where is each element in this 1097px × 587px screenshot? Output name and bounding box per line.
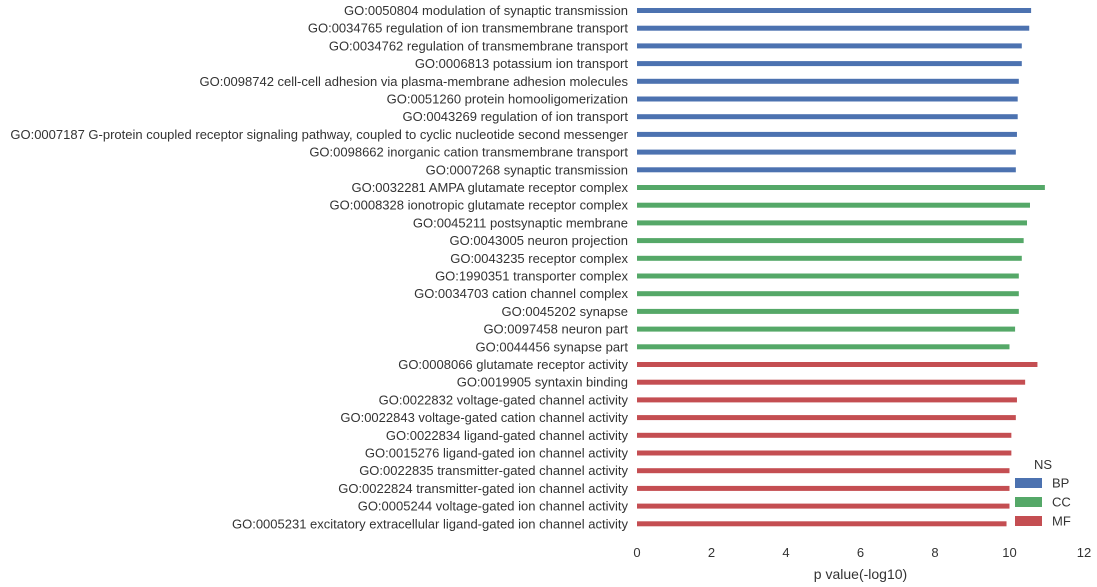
bar-cc [637, 220, 1028, 226]
category-label: GO:0008328 ionotropic glutamate receptor… [330, 198, 629, 213]
x-tick-label: 0 [633, 545, 640, 560]
bar-bp [637, 114, 1018, 120]
category-label: GO:0015276 ligand-gated ion channel acti… [365, 446, 629, 461]
category-label: GO:0034765 regulation of ion transmembra… [308, 21, 629, 36]
bar-bp [637, 96, 1018, 102]
category-label: GO:0043235 receptor complex [450, 251, 628, 266]
bar-cc [637, 255, 1022, 261]
category-label: GO:0044456 synapse part [476, 339, 629, 354]
bar-bp [637, 61, 1022, 67]
category-label: GO:0098742 cell-cell adhesion via plasma… [199, 74, 628, 89]
bar-mf [637, 503, 1010, 509]
x-axis-title: p value(-log10) [814, 566, 907, 582]
category-label: GO:0045202 synapse [502, 304, 628, 319]
bar-mf [637, 521, 1007, 527]
bar-bp [637, 25, 1030, 31]
legend: NS BP CC MF [1015, 457, 1071, 529]
legend-swatch [1015, 516, 1042, 526]
bar-mf [637, 485, 1010, 491]
category-label: GO:0007268 synaptic transmission [426, 162, 628, 177]
bar-bp [637, 8, 1032, 13]
bar-mf [637, 468, 1010, 474]
bars-layer [637, 8, 1045, 527]
category-label: GO:0008066 glutamate receptor activity [398, 357, 628, 372]
bar-bp [637, 131, 1017, 137]
bar-mf [637, 432, 1012, 438]
bar-cc [637, 202, 1030, 208]
x-tick-label: 2 [708, 545, 715, 560]
category-label: GO:0022843 voltage-gated cation channel … [340, 410, 628, 425]
category-label: GO:0022834 ligand-gated channel activity [386, 428, 629, 443]
x-tick-label: 10 [1002, 545, 1016, 560]
bar-cc [637, 308, 1019, 314]
category-label: GO:0045211 postsynaptic membrane [413, 215, 628, 230]
bar-bp [637, 167, 1016, 173]
bar-mf [637, 450, 1012, 456]
category-label: GO:0051260 protein homooligomerization [387, 92, 628, 107]
bar-bp [637, 78, 1019, 84]
category-label: GO:0006813 potassium ion transport [415, 56, 629, 71]
category-label: GO:0097458 neuron part [483, 322, 628, 337]
bar-cc [637, 291, 1019, 297]
category-label: GO:0050804 modulation of synaptic transm… [344, 3, 628, 18]
x-tick-label: 8 [931, 545, 938, 560]
bar-mf [637, 362, 1038, 367]
legend-label: MF [1052, 514, 1071, 529]
category-label: GO:0043005 neuron projection [449, 233, 628, 248]
category-label: GO:0098662 inorganic cation transmembran… [309, 145, 628, 160]
bar-cc [637, 273, 1019, 279]
category-label: GO:0019905 syntaxin binding [457, 375, 628, 390]
category-label: GO:0043269 regulation of ion transport [403, 109, 629, 124]
x-axis: 0 2 4 6 8 10 12 [633, 545, 1091, 560]
legend-swatch [1015, 478, 1042, 488]
bar-cc [637, 344, 1010, 350]
bar-cc [637, 326, 1016, 332]
category-label: GO:0032281 AMPA glutamate receptor compl… [351, 180, 628, 195]
legend-label: CC [1052, 495, 1071, 510]
category-label: GO:0005231 excitatory extracellular liga… [232, 516, 629, 531]
bar-mf [637, 415, 1016, 421]
category-label: GO:0022824 transmitter-gated ion channel… [338, 481, 628, 496]
category-label: GO:0007187 G-protein coupled receptor si… [10, 127, 628, 142]
category-labels: GO:0050804 modulation of synaptic transm… [10, 3, 628, 531]
category-label: GO:0022832 voltage-gated channel activit… [379, 392, 629, 407]
bar-mf [637, 379, 1026, 385]
legend-title: NS [1034, 457, 1052, 472]
bar-cc [637, 185, 1045, 190]
legend-label: BP [1052, 476, 1069, 491]
category-label: GO:0034703 cation channel complex [414, 286, 628, 301]
category-label: GO:0005244 voltage-gated ion channel act… [358, 499, 629, 514]
bar-cc [637, 238, 1024, 244]
x-tick-label: 4 [782, 545, 789, 560]
category-label: GO:0034762 regulation of transmembrane t… [329, 38, 629, 53]
bar-mf [637, 397, 1017, 403]
legend-swatch [1015, 497, 1042, 507]
bar-bp [637, 43, 1022, 49]
x-tick-label: 12 [1077, 545, 1091, 560]
category-label: GO:0022835 transmitter-gated channel act… [359, 463, 628, 478]
bar-bp [637, 149, 1016, 155]
x-tick-label: 6 [857, 545, 864, 560]
category-label: GO:1990351 transporter complex [435, 269, 628, 284]
